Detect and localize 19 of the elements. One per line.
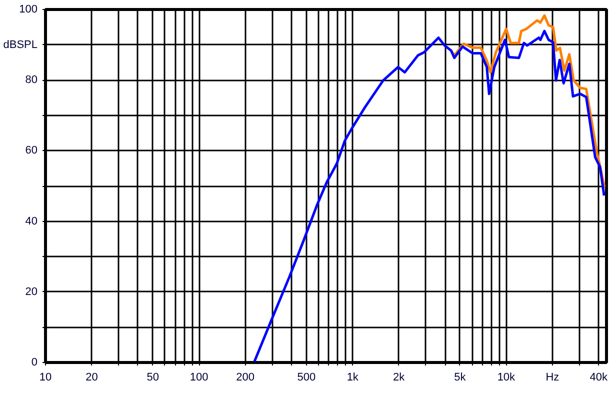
x-tick-label: Hz [546, 372, 560, 384]
y-tick-label: 40 [25, 215, 38, 228]
x-tick-label: 40k [590, 372, 608, 384]
x-tick-label: 20 [86, 372, 98, 384]
x-tick-label: 1k [346, 372, 359, 384]
x-tick-label: 5k [454, 372, 466, 384]
x-tick-label: 100 [190, 372, 208, 384]
x-tick-label: 10 [39, 372, 52, 384]
y-tick-label: 100 [19, 4, 38, 16]
y-tick-label: 0 [31, 356, 38, 368]
x-tick-label: 50 [146, 372, 159, 384]
y-tick-label: 80 [25, 74, 38, 86]
y-tick-label: dBSPL [3, 38, 38, 51]
y-tick-label: 60 [25, 144, 38, 157]
x-tick-label: 10k [497, 372, 516, 384]
x-tick-label: 200 [236, 372, 254, 384]
y-tick-label: 20 [25, 286, 38, 298]
x-tick-label: 500 [297, 372, 316, 384]
x-tick-label: 2k [393, 372, 406, 384]
